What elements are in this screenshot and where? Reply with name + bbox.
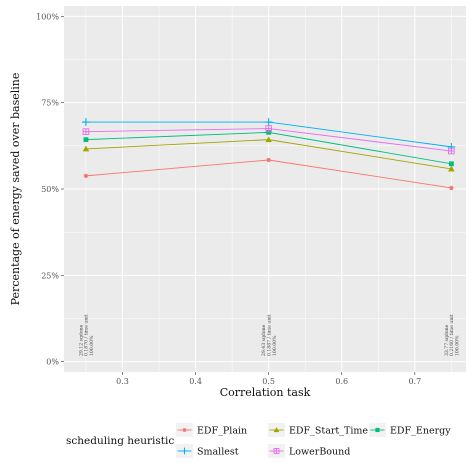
annotation-line: 29.12 sqdone — [78, 324, 84, 356]
point-edf-plain — [449, 185, 454, 191]
y-tick-label: 100% — [36, 12, 59, 21]
legend-key-marker — [273, 427, 280, 433]
point-smallest — [264, 118, 273, 126]
legend-key-marker-cross — [274, 448, 279, 454]
point-smallest — [82, 118, 90, 126]
annotation-line: 0.2160 / time unit — [449, 314, 455, 356]
point-edf-energy — [83, 137, 89, 143]
annotation-line: 33.77 sqdone — [444, 324, 450, 356]
y-tick-label: 75% — [41, 99, 59, 108]
y-tick-label: 0% — [46, 358, 59, 367]
series-edf-start-time — [82, 136, 455, 172]
legend-label: LowerBound — [289, 446, 350, 457]
point-edf-energy — [448, 161, 454, 167]
annotation-line: 0.1870 / time unit — [84, 314, 90, 356]
legend-item-edf-start-time: EDF_Start_Time — [268, 423, 368, 437]
point-edf-start-time — [82, 145, 90, 152]
legend: EDF_Plain EDF_Start_Time EDF_Energy Smalles… — [176, 423, 451, 458]
x-tick-label: 0.6 — [335, 377, 348, 386]
x-axis-label: Correlation task — [220, 386, 311, 399]
y-ticks: 0% 25% 50% 75% 100% — [36, 12, 64, 367]
annotations: 29.12 sqdone 0.1870 / time unit 100.00% 29.… — [78, 314, 460, 356]
annotation: 33.77 sqdone 0.2160 / time unit 100.00% — [444, 314, 461, 356]
point-lowerbound-cross — [83, 128, 89, 135]
x-tick-label: 0.7 — [408, 377, 421, 386]
legend-key-marker — [181, 447, 188, 455]
legend-item-smallest: Smallest — [176, 444, 239, 458]
legend-item-edf-plain: EDF_Plain — [176, 423, 247, 437]
legend-label: EDF_Plain — [197, 425, 247, 436]
legend-label: EDF_Energy — [390, 425, 451, 436]
y-axis-label: Percentage of energy saved over baseline — [9, 73, 22, 306]
legend-key-marker — [182, 428, 187, 432]
annotation-line: 0.1887 / time unit — [266, 314, 272, 356]
series-smallest — [82, 118, 456, 151]
annotation-line: 29.43 sqdone — [261, 324, 267, 356]
legend-item-lowerbound: LowerBound — [268, 444, 350, 458]
legend-label: Smallest — [197, 446, 239, 457]
point-lowerbound-cross — [448, 148, 455, 154]
annotation-line: 100.00% — [89, 335, 95, 356]
point-edf-start-time — [265, 136, 272, 143]
point-edf-plain — [83, 173, 89, 178]
x-tick-label: 0.5 — [262, 377, 275, 386]
series-lowerbound — [82, 125, 455, 155]
legend-item-edf-energy: EDF_Energy — [369, 423, 451, 437]
point-edf-plain — [266, 157, 271, 163]
y-tick-label: 25% — [41, 271, 59, 280]
annotation: 29.43 sqdone 0.1887 / time unit 100.00% — [261, 314, 278, 356]
point-lowerbound-cross — [265, 125, 272, 132]
legend-key-marker — [375, 427, 380, 433]
legend-label: EDF_Start_Time — [289, 425, 368, 436]
annotation-line: 100.00% — [272, 335, 278, 356]
annotation: 29.12 sqdone 0.1870 / time unit 100.00% — [78, 314, 95, 356]
point-edf-energy — [266, 129, 272, 135]
series-layer — [82, 118, 456, 191]
annotation-line: 100.00% — [455, 335, 461, 356]
x-tick-label: 0.3 — [116, 377, 129, 386]
series-edf-energy — [83, 129, 454, 167]
x-tick-label: 0.4 — [189, 377, 202, 386]
point-edf-start-time — [448, 165, 455, 172]
series-edf-plain — [83, 157, 454, 191]
x-ticks: 0.3 0.4 0.5 0.6 0.7 — [116, 372, 421, 386]
legend-title: scheduling heuristic — [66, 435, 174, 447]
y-tick-label: 50% — [41, 185, 59, 194]
